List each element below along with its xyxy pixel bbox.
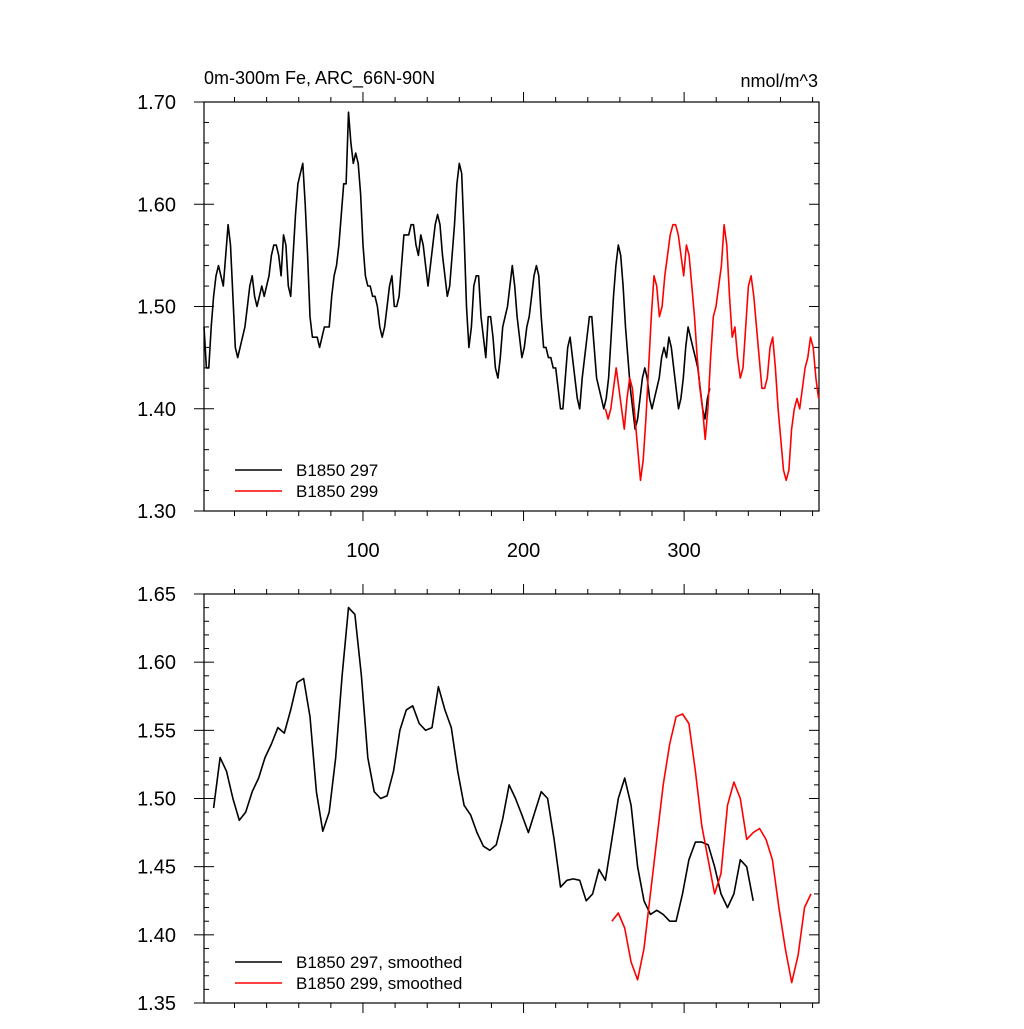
- series-line-2: [604, 223, 820, 482]
- bottom-axis-ticks: 1.35 1.40 1.45 1.50 1.55 1.60 1.65: [137, 584, 819, 1015]
- series-line-1: [203, 111, 711, 431]
- top-panel: 0m-300m Fe, ARC_66N-90N nmol/m^3 1.30 1.4…: [137, 68, 820, 562]
- y-tick-label: 1.55: [137, 720, 176, 742]
- top-series-lines: [203, 111, 820, 482]
- y-tick-label: 1.60: [137, 652, 176, 674]
- legend-label-297-smoothed: B1850 297, smoothed: [296, 953, 462, 972]
- series-line-1: [212, 606, 754, 923]
- y-tick-label: 1.50: [137, 789, 176, 811]
- top-chart-title: 0m-300m Fe, ARC_66N-90N: [204, 68, 435, 89]
- y-tick-label: 1.30: [137, 501, 176, 523]
- y-tick-label: 1.65: [137, 584, 176, 606]
- series-line-2: [611, 713, 812, 984]
- y-tick-label: 1.60: [137, 194, 176, 216]
- x-tick-label: 300: [667, 540, 700, 562]
- bottom-panel: 1.35 1.40 1.45 1.50 1.55 1.60 1.65 B1850 297, …: [137, 584, 820, 1015]
- bottom-legend: B1850 297, smoothed B1850 299, smoothed: [235, 953, 462, 993]
- legend-label-299: B1850 299: [296, 482, 378, 501]
- top-axis-ticks: 1.30 1.40 1.50 1.60 1.70 100 200 300: [137, 92, 819, 562]
- y-tick-label: 1.50: [137, 297, 176, 319]
- y-tick-label: 1.40: [137, 399, 176, 421]
- x-tick-label: 200: [507, 540, 540, 562]
- y-tick-label: 1.35: [137, 993, 176, 1015]
- bottom-series-lines: [212, 606, 812, 984]
- top-legend: B1850 297 B1850 299: [235, 461, 378, 501]
- bottom-plot-frame: [203, 593, 820, 1004]
- y-tick-label: 1.40: [137, 925, 176, 947]
- top-plot-frame: [203, 101, 820, 512]
- top-chart-units: nmol/m^3: [741, 71, 818, 91]
- y-tick-label: 1.70: [137, 92, 176, 114]
- y-tick-label: 1.45: [137, 857, 176, 879]
- x-tick-label: 100: [346, 540, 379, 562]
- legend-label-299-smoothed: B1850 299, smoothed: [296, 974, 462, 993]
- legend-label-297: B1850 297: [296, 461, 378, 480]
